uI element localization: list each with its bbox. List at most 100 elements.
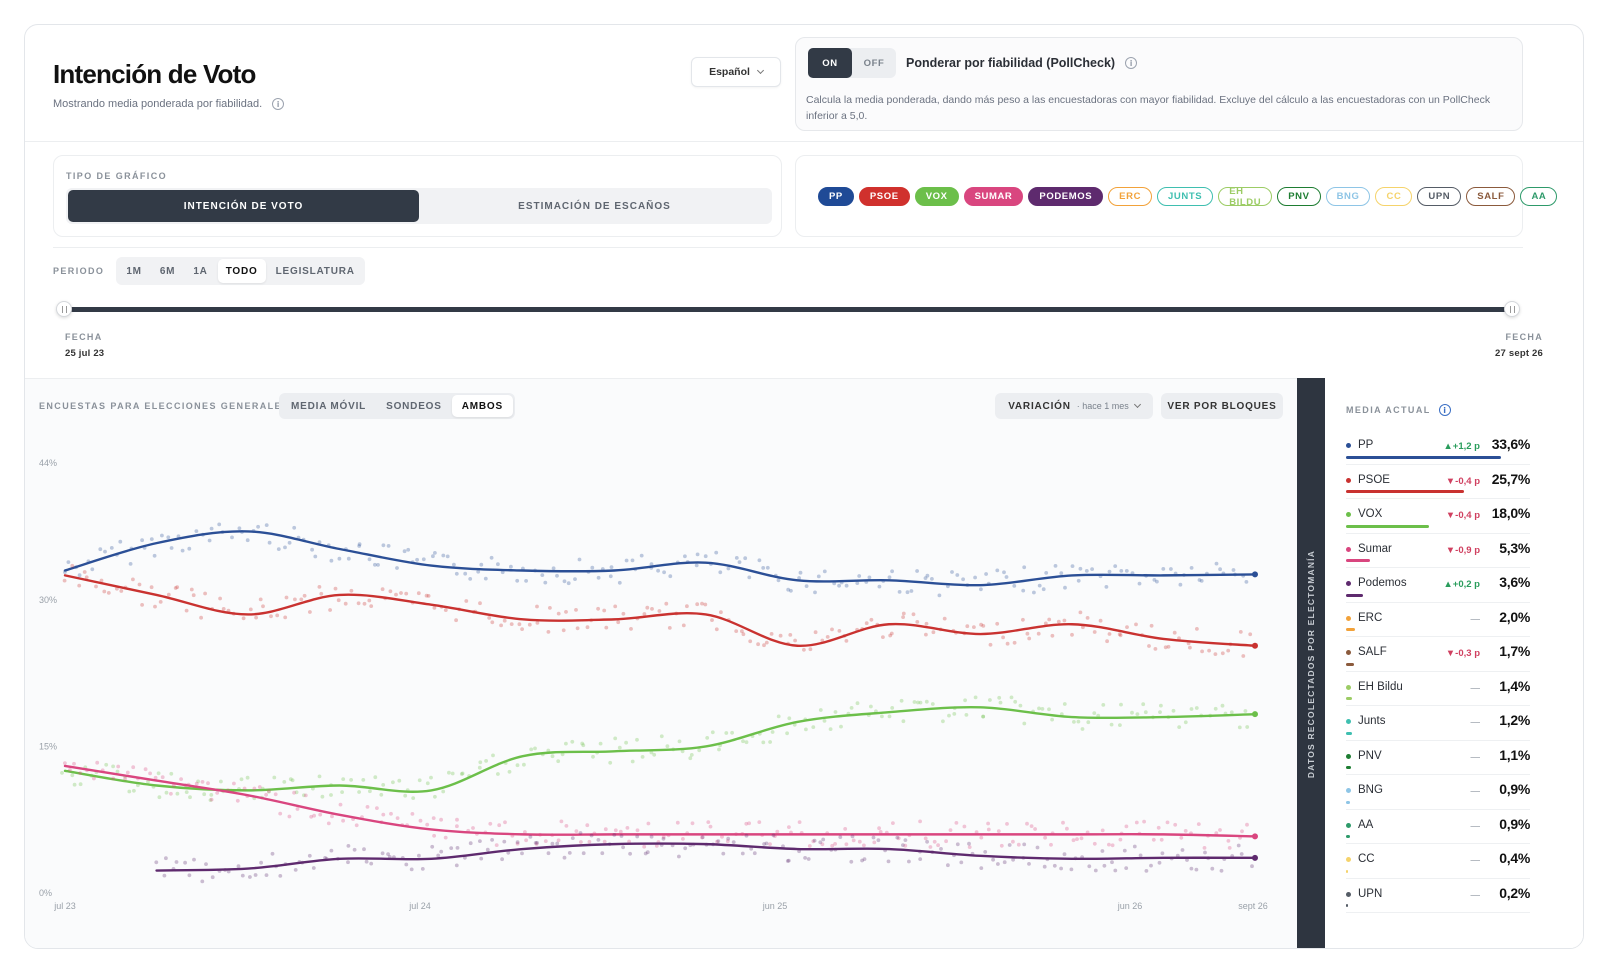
- poll-dot: [981, 714, 985, 719]
- poll-dot: [1113, 868, 1118, 873]
- poll-dot: [368, 789, 372, 794]
- poll-dot: [1013, 699, 1018, 704]
- info-icon[interactable]: i: [1125, 57, 1138, 69]
- period-legislatura[interactable]: LEGISLATURA: [275, 265, 355, 277]
- poll-dot: [802, 647, 806, 652]
- language-select[interactable]: Español: [691, 57, 781, 87]
- poll-dot: [734, 629, 739, 633]
- variation-button[interactable]: VARIACIÓN · hace 1 mes: [995, 393, 1153, 419]
- poll-dot: [764, 841, 769, 846]
- poll-dot: [818, 840, 823, 845]
- poll-dot: [979, 835, 984, 840]
- poll-dot: [364, 859, 369, 864]
- poll-dot: [237, 526, 242, 531]
- poll-dot: [194, 529, 199, 533]
- poll-dot: [677, 854, 681, 859]
- poll-dot: [550, 841, 555, 846]
- tab-intencion-voto[interactable]: INTENCIÓN DE VOTO: [68, 190, 419, 222]
- poll-dot: [1027, 862, 1031, 866]
- poll-dot: [479, 856, 484, 861]
- party-chip-podemos[interactable]: PODEMOS: [1028, 187, 1104, 206]
- period-1a[interactable]: 1A: [193, 265, 208, 277]
- period-1m[interactable]: 1M: [126, 265, 142, 277]
- poll-dot: [1166, 644, 1171, 649]
- media-row-psoe: PSOE ▼-0,4 p 25,7%: [1346, 465, 1530, 499]
- party-percentage: 0,2%: [1499, 884, 1530, 901]
- poll-dot: [930, 702, 935, 706]
- poll-dot: [797, 820, 802, 824]
- poll-dot: [386, 544, 391, 548]
- poll-dot: [574, 829, 579, 833]
- party-name: Sumar: [1358, 542, 1392, 555]
- poll-dot: [517, 622, 522, 627]
- party-chip-sumar[interactable]: SUMAR: [963, 187, 1024, 206]
- poll-dot: [1105, 639, 1109, 644]
- party-chip-pp[interactable]: PP: [818, 187, 854, 206]
- poll-dot: [1245, 725, 1250, 729]
- toggle-off[interactable]: OFF: [863, 57, 885, 69]
- poll-dot: [381, 783, 386, 787]
- poll-dot: [62, 578, 67, 583]
- poll-dot: [1238, 630, 1243, 634]
- poll-dot: [564, 741, 568, 746]
- poll-dot: [901, 615, 905, 619]
- toggle-on[interactable]: ON: [808, 48, 852, 78]
- ver-por-bloques-button[interactable]: VER POR BLOQUES: [1161, 393, 1283, 419]
- period-todo[interactable]: TODO: [217, 259, 266, 283]
- poll-dot: [981, 714, 986, 719]
- party-chip-eh-bildu[interactable]: EH BILDU: [1218, 186, 1273, 208]
- poll-dot: [210, 875, 215, 880]
- poll-dot: [1132, 844, 1137, 849]
- poll-dot: [276, 547, 281, 551]
- poll-dot: [786, 858, 791, 863]
- info-icon[interactable]: i: [272, 98, 285, 110]
- party-chip-salf[interactable]: SALF: [1466, 187, 1516, 206]
- poll-dot: [275, 613, 280, 618]
- poll-dot: [833, 710, 838, 714]
- party-color-dot: [1346, 546, 1351, 552]
- range-start-handle[interactable]: [56, 301, 72, 317]
- poll-dot: [543, 580, 548, 585]
- poll-dot: [389, 811, 393, 816]
- party-chip-junts[interactable]: JUNTS: [1157, 187, 1214, 206]
- poll-dot: [603, 827, 608, 832]
- range-end-handle[interactable]: [1504, 301, 1520, 317]
- poll-dot: [1029, 824, 1034, 828]
- party-chip-cc[interactable]: CC: [1375, 187, 1413, 206]
- tab-sondeos[interactable]: SONDEOS: [386, 400, 442, 412]
- poll-dot: [362, 847, 366, 852]
- date-range-track[interactable]: [70, 307, 1510, 312]
- tab-ambos[interactable]: AMBOS: [451, 395, 513, 417]
- party-chip-aa[interactable]: AA: [1520, 187, 1558, 206]
- poll-dot: [981, 624, 986, 628]
- poll-dot: [1109, 722, 1114, 727]
- poll-dot: [867, 575, 872, 580]
- poll-dot: [1070, 564, 1075, 568]
- party-delta: —: [1470, 751, 1481, 763]
- poll-dot: [1092, 841, 1097, 846]
- info-icon[interactable]: i: [1438, 404, 1451, 416]
- poll-dot: [911, 612, 916, 617]
- poll-dots-vox: [60, 695, 1250, 802]
- poll-dot: [700, 835, 705, 840]
- poll-dot: [776, 578, 781, 583]
- party-chip-psoe[interactable]: PSOE: [858, 187, 910, 206]
- party-chip-upn[interactable]: UPN: [1417, 187, 1462, 206]
- tab-media-movil[interactable]: MEDIA MÓVIL: [291, 400, 367, 412]
- tab-estimacion-escanos[interactable]: ESTIMACIÓN DE ESCAÑOS: [518, 200, 671, 212]
- party-chip-pnv[interactable]: PNV: [1277, 187, 1321, 206]
- pollcheck-toggle[interactable]: ON OFF: [808, 48, 896, 78]
- poll-dot: [1047, 707, 1051, 712]
- period-6m[interactable]: 6M: [159, 265, 176, 277]
- poll-dot: [432, 833, 436, 838]
- poll-dot: [650, 607, 654, 611]
- poll-dot: [967, 845, 972, 849]
- party-chip-bng[interactable]: BNG: [1325, 187, 1371, 206]
- party-chip-erc[interactable]: ERC: [1108, 187, 1153, 206]
- poll-dot: [1050, 717, 1054, 722]
- poll-dot: [184, 790, 189, 794]
- poll-dot: [988, 698, 992, 702]
- party-chip-vox[interactable]: VOX: [914, 187, 959, 206]
- poll-dot: [294, 790, 299, 795]
- poll-dot: [798, 570, 803, 575]
